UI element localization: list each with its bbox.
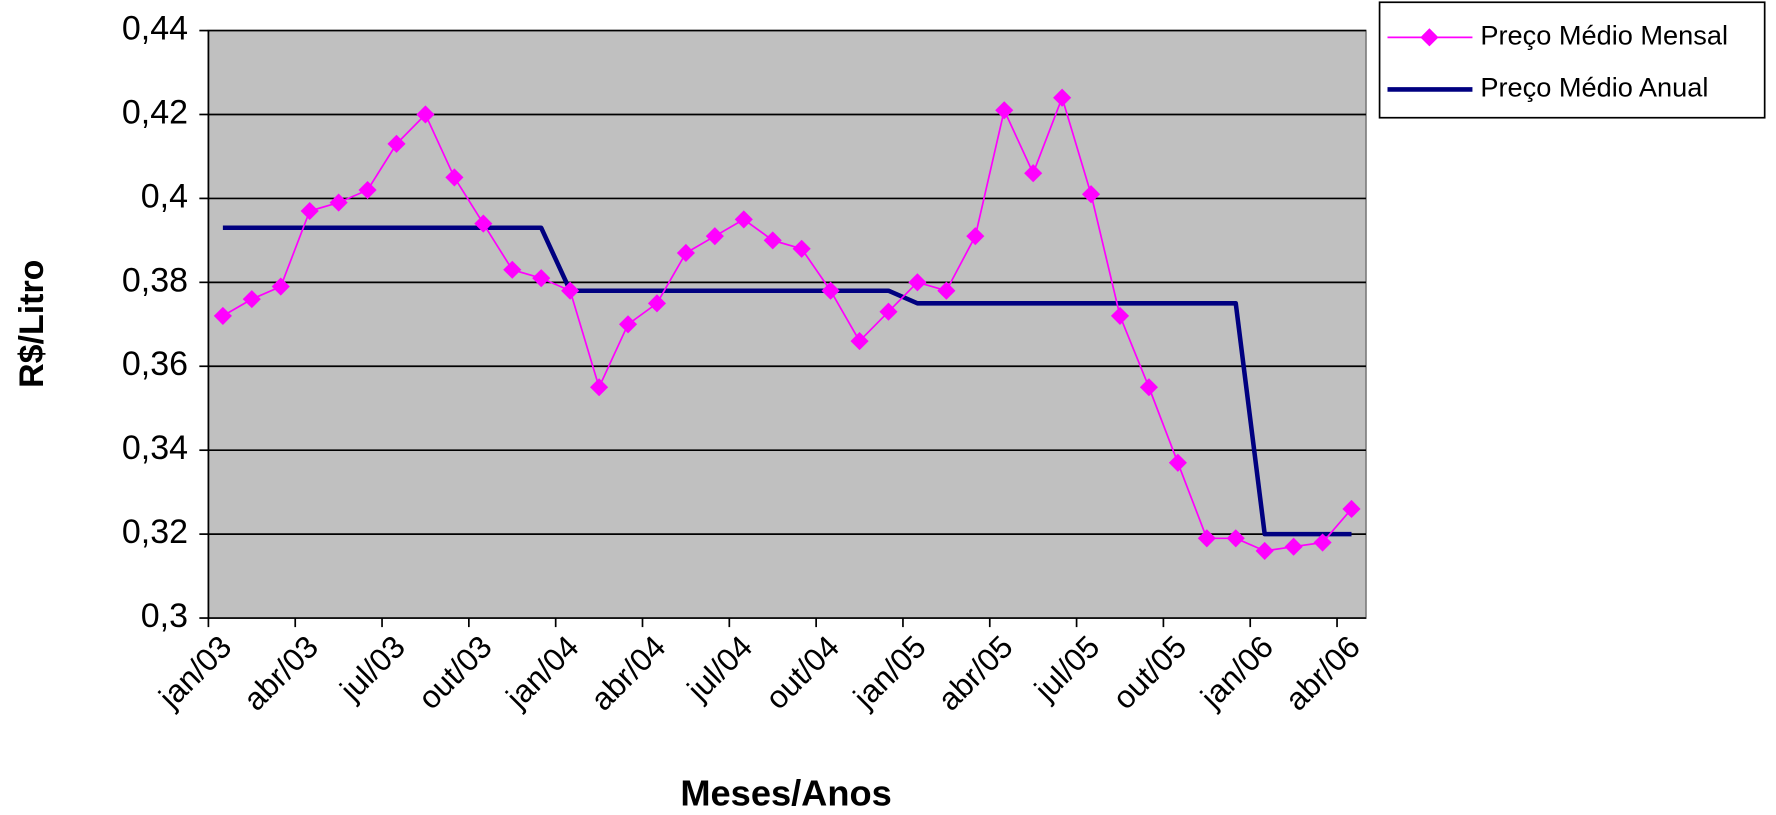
marker [1139,378,1158,397]
marker [879,302,898,321]
x-tick-label: jan/06 [1193,628,1280,715]
marker [1226,529,1245,548]
marker [271,277,290,296]
marker [821,281,840,300]
y-tick-label: 0,4 [141,177,188,215]
marker [387,134,406,153]
x-tick-label: jul/05 [1027,628,1107,708]
marker [561,281,580,300]
marker [705,227,724,246]
y-tick-label: 0,36 [122,345,188,383]
x-tick-label: abr/05 [931,628,1020,717]
series-line [222,225,1352,537]
x-tick-label: out/04 [758,628,846,716]
x-tick-label: abr/06 [1278,628,1367,717]
legend-box [1378,1,1766,119]
y-tick-label: 0,44 [122,10,188,48]
legend-marker [1420,28,1439,47]
marker [1053,88,1072,107]
y-tick-label: 0,32 [122,513,188,551]
legend-label: Preço Médio Mensal [1480,20,1728,51]
marker [1110,306,1130,325]
marker [1255,541,1274,560]
marker [1168,453,1187,472]
x-tick-label: out/05 [1105,628,1193,716]
x-tick-label: jan/03 [151,628,238,715]
marker [474,214,493,233]
x-tick-label: out/03 [411,628,499,716]
marker [792,239,811,258]
y-tick-label: 0,42 [122,93,188,131]
marker [618,315,638,334]
marker [1284,537,1303,556]
marker [242,290,261,309]
legend-label: Preço Médio Anual [1480,72,1708,103]
x-tick-label: jul/03 [332,628,412,708]
marker [966,227,985,246]
marker [590,378,609,397]
marker [1024,164,1043,183]
y-axis-title: R$/Litro [13,260,51,388]
marker [300,201,319,221]
marker [908,273,927,292]
y-tick-label: 0,34 [122,429,188,467]
marker [416,105,435,124]
x-tick-label: jan/04 [498,628,585,715]
plot-area [207,29,1367,619]
y-tick-label: 0,3 [141,597,188,635]
x-tick-label: abr/04 [583,628,672,717]
marker [1313,533,1332,552]
marker [1197,529,1216,548]
x-tick-label: jul/04 [679,628,759,708]
marker [995,101,1014,120]
x-axis-title: Meses/Anos [680,772,891,813]
y-tick-label: 0,38 [122,261,188,299]
series-line [222,96,1353,552]
marker [213,306,232,325]
marker [1342,499,1361,518]
marker [1081,185,1101,204]
marker [763,231,782,250]
x-tick-label: jan/05 [846,628,933,715]
marker [647,294,667,313]
x-tick-label: abr/03 [236,628,325,717]
